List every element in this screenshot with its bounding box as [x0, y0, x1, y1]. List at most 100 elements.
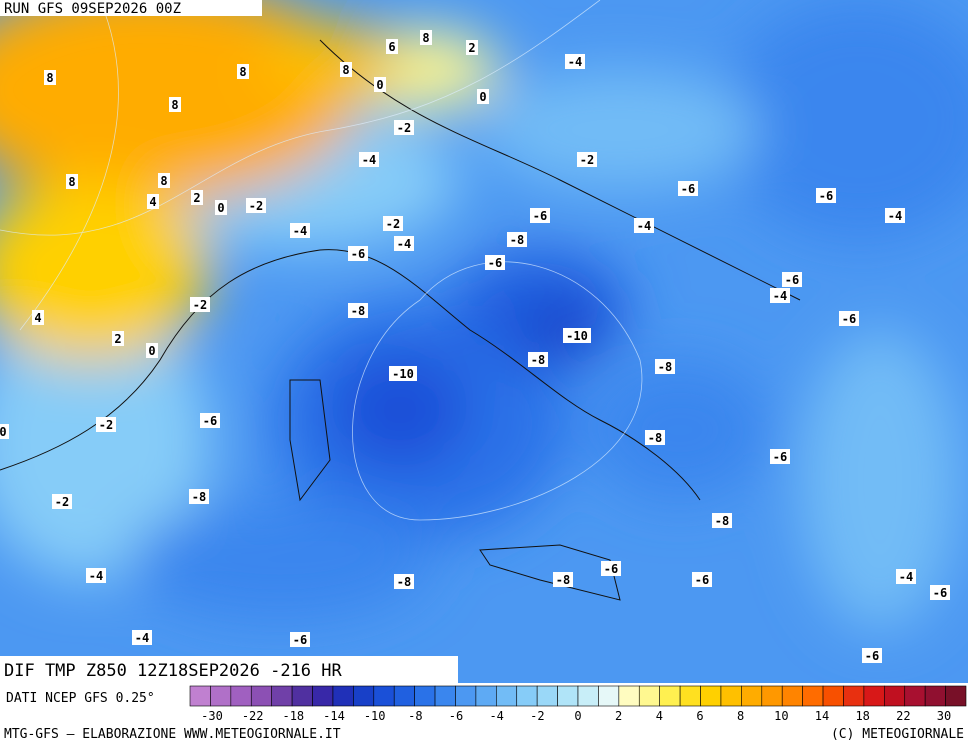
- contour-label-box: [577, 152, 597, 167]
- scale-label: -22: [242, 709, 264, 723]
- scale-swatch: [230, 685, 252, 707]
- contour-label: 0: [217, 201, 224, 215]
- contour-label-box: [782, 272, 802, 287]
- contour-label: 8: [239, 65, 246, 79]
- scale-swatch: [924, 685, 946, 707]
- contour-label: -4: [568, 55, 582, 69]
- contour-label: 8: [342, 63, 349, 77]
- contour-label-box: [645, 430, 665, 445]
- scale-label: -8: [408, 709, 422, 723]
- contour-label-box: [340, 62, 352, 77]
- contour-label-box: [290, 632, 310, 647]
- scale-swatch: [557, 685, 579, 707]
- scale-swatch: [271, 685, 293, 707]
- scale-label: 22: [896, 709, 910, 723]
- contour-label: 6: [388, 40, 395, 54]
- contour-label: 8: [46, 71, 53, 85]
- contour-label-box: [466, 40, 478, 55]
- contour-label-box: [507, 232, 527, 247]
- contour-label-box: [839, 311, 859, 326]
- contour-label: -2: [386, 217, 400, 231]
- contour-label-box: [158, 173, 170, 188]
- contour-label-box: [601, 561, 621, 576]
- contour-label: -6: [819, 189, 833, 203]
- scale-label: 6: [696, 709, 703, 723]
- scale-label: -10: [364, 709, 386, 723]
- scale-label: -30: [201, 709, 223, 723]
- contour-label: -4: [773, 289, 787, 303]
- contour-label-box: [634, 218, 654, 233]
- contour-label: -8: [351, 304, 365, 318]
- contour-label: -4: [637, 219, 651, 233]
- run-label: RUN GFS 09SEP2026 00Z: [4, 1, 181, 17]
- scale-swatch: [577, 685, 599, 707]
- scale-swatch: [741, 685, 763, 707]
- scale-swatch: [700, 685, 722, 707]
- contour-label: -4: [899, 570, 913, 584]
- contour-label-box: [896, 569, 916, 584]
- scale-swatch: [393, 685, 415, 707]
- scale-swatch: [250, 685, 272, 707]
- contour-label: 0: [479, 90, 486, 104]
- contour-label: 8: [422, 31, 429, 45]
- contour-label-box: [563, 328, 591, 343]
- contour-label: -6: [785, 273, 799, 287]
- contour-label-box: [66, 174, 78, 189]
- contour-label-box: [86, 568, 106, 583]
- contour-label-box: [389, 366, 417, 381]
- contour-label-box: [200, 413, 220, 428]
- scale-label: 10: [774, 709, 788, 723]
- contour-label-box: [553, 572, 573, 587]
- scale-swatch: [373, 685, 395, 707]
- scale-label: -18: [282, 709, 304, 723]
- contour-label-box: [146, 343, 158, 358]
- contour-label: -6: [773, 450, 787, 464]
- contour-label: -2: [249, 199, 263, 213]
- scale-swatch: [516, 685, 538, 707]
- contour-label: 2: [468, 41, 475, 55]
- contour-label-box: [862, 648, 882, 663]
- contour-label: -8: [715, 514, 729, 528]
- contour-label-box: [565, 54, 585, 69]
- field-title-box: [0, 656, 458, 683]
- contour-label: -8: [192, 490, 206, 504]
- scale-label: 0: [574, 709, 581, 723]
- contour-label: -8: [510, 233, 524, 247]
- contour-label-box: [386, 39, 398, 54]
- contour-label-box: [394, 236, 414, 251]
- scale-swatch: [598, 685, 620, 707]
- scale-swatch: [863, 685, 885, 707]
- scale-swatch: [189, 685, 211, 707]
- contour-label-box: [930, 585, 950, 600]
- contour-label: -10: [392, 367, 414, 381]
- scale-swatch: [843, 685, 865, 707]
- footer-left: MTG-GFS – ELABORAZIONE WWW.METEOGIORNALE…: [4, 727, 341, 742]
- contour-label-box: [191, 190, 203, 205]
- contour-label: -4: [362, 153, 376, 167]
- contour-label-box: [359, 152, 379, 167]
- contour-label-box: [477, 89, 489, 104]
- contour-label: -6: [681, 182, 695, 196]
- contour-label: -2: [55, 495, 69, 509]
- scale-swatch: [884, 685, 906, 707]
- contour-label-box: [485, 255, 505, 270]
- contour-label-box: [246, 198, 266, 213]
- contour-label-box: [348, 303, 368, 318]
- scale-swatch: [414, 685, 436, 707]
- scale-swatch: [638, 685, 660, 707]
- contour-label: 2: [193, 191, 200, 205]
- contour-label-box: [692, 572, 712, 587]
- contour-label: -8: [658, 360, 672, 374]
- contour-label: -8: [556, 573, 570, 587]
- scale-label: -6: [449, 709, 463, 723]
- contour-label: -6: [604, 562, 618, 576]
- scale-label: 2: [615, 709, 622, 723]
- contour-label: -6: [695, 573, 709, 587]
- contour-label-box: [147, 194, 159, 209]
- contour-label: 8: [171, 98, 178, 112]
- contour-label: 2: [114, 332, 121, 346]
- contour-label: -6: [351, 247, 365, 261]
- contour-label: -4: [89, 569, 103, 583]
- contour-label: -6: [488, 256, 502, 270]
- contour-label: -6: [203, 414, 217, 428]
